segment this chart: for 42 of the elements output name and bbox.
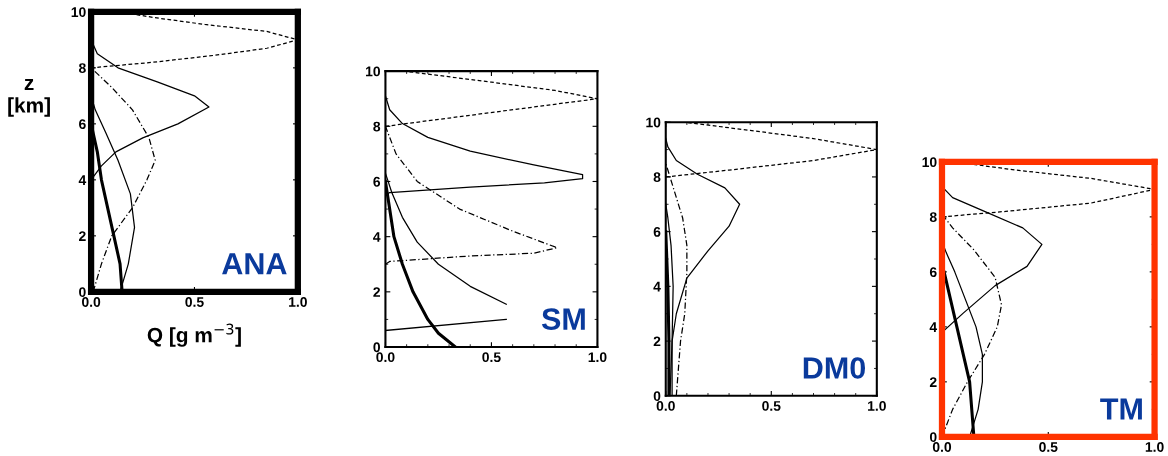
y-axis-title: z [km]	[8, 79, 50, 117]
annotation: SM	[541, 308, 585, 330]
y-tick-label: 0	[79, 287, 86, 298]
x-tick-label: 0.0	[376, 352, 395, 363]
x-axis-title: Q [g m$^{−3}$]	[147, 323, 241, 347]
y-tick-label: 8	[78, 63, 86, 74]
y-tick-label: 6	[79, 119, 86, 130]
y-tick-label: 0	[373, 342, 381, 353]
x-tick-label: 0.5	[185, 297, 204, 307]
annotation: DM0	[803, 357, 866, 379]
y-tick-label: 6	[929, 267, 937, 278]
x-tick-label: 0.5	[1039, 442, 1058, 452]
y-tick-label: 4	[929, 322, 938, 332]
x-tick-label: 0.0	[82, 297, 101, 307]
x-tick-label: 0.5	[482, 352, 501, 363]
x-tick-label: 1.0	[1145, 442, 1164, 452]
x-tick-label: 0.5	[762, 401, 781, 411]
y-tick-label: 10	[922, 157, 937, 168]
y-tick-label: 6	[653, 226, 661, 237]
y-tick-label: 2	[373, 287, 381, 297]
x-tick-label: 1.0	[289, 297, 307, 307]
y-tick-label: 4	[373, 232, 381, 242]
x-tick-label: 0.0	[932, 442, 952, 452]
x-tick-label: 0.0	[656, 401, 675, 411]
y-tick-label: 6	[373, 176, 381, 187]
y-tick-label: 4	[78, 175, 87, 185]
y-tick-label: 2	[929, 377, 937, 387]
annotation: ANA	[222, 253, 287, 275]
annotation: TM	[1100, 398, 1142, 420]
y-tick-label: 2	[653, 336, 661, 347]
y-tick-label: 4	[653, 281, 661, 292]
x-tick-label: 1.0	[588, 352, 607, 363]
y-tick-label: 0	[653, 391, 661, 401]
x-tick-label: 1.0	[868, 401, 886, 411]
y-tick-label: 0	[929, 432, 937, 443]
y-tick-label: 8	[653, 172, 661, 183]
y-tick-label: 10	[646, 117, 661, 128]
y-tick-label: 2	[79, 231, 86, 241]
y-tick-label: 10	[71, 7, 86, 18]
y-tick-label: 8	[373, 121, 381, 132]
y-tick-label: 10	[366, 66, 381, 77]
y-tick-label: 8	[929, 212, 937, 223]
